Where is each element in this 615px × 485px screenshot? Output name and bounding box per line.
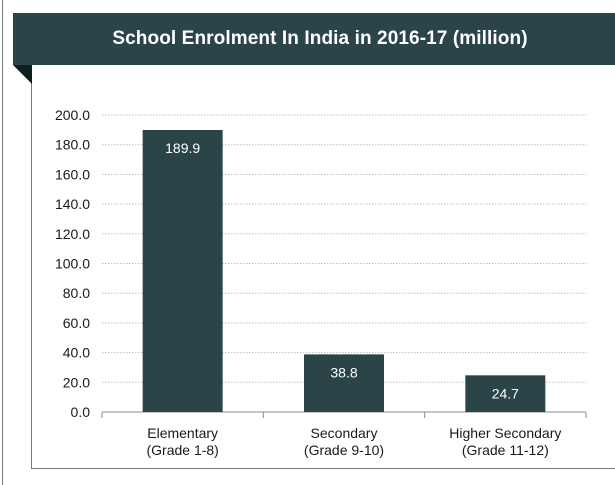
category-label: (Grade 9-10) (304, 442, 384, 458)
bar (142, 129, 223, 412)
y-tick-label: 0.0 (71, 404, 91, 420)
y-tick-label: 180.0 (55, 137, 90, 153)
title-banner: School Enrolment In India in 2016-17 (mi… (13, 13, 615, 65)
y-tick-label: 160.0 (55, 166, 90, 182)
gridlines (102, 114, 586, 383)
chart-title: School Enrolment In India in 2016-17 (mi… (112, 28, 528, 49)
y-tick-label: 120.0 (55, 226, 90, 242)
labels: 0.0 20.0 40.0 60.0 80.0 100.0 120.0 140.0 160.0 1… (55, 107, 561, 458)
category-label: Secondary (311, 425, 378, 441)
y-tick-label: 80.0 (63, 285, 90, 301)
category-label: Higher Secondary (449, 425, 561, 441)
y-tick-label: 60.0 (63, 315, 90, 331)
data-label: 24.7 (492, 385, 519, 401)
y-tick-label: 40.0 (63, 345, 90, 361)
y-tick-label: 200.0 (55, 107, 90, 123)
bar (465, 375, 546, 412)
data-label: 38.8 (330, 364, 357, 380)
bar (304, 354, 384, 412)
y-tick-label: 140.0 (55, 196, 90, 212)
category-label: (Grade 11-12) (462, 442, 549, 458)
inner-border-line (31, 66, 32, 469)
category-label: (Grade 1-8) (146, 442, 218, 458)
y-tick-label: 100.0 (55, 256, 90, 272)
axes (101, 411, 587, 418)
bottom-border-line (31, 468, 615, 469)
y-tick-label: 20.0 (63, 374, 90, 390)
banner-fold-shape (13, 65, 32, 84)
category-label: Elementary (147, 425, 218, 441)
left-border-line (2, 0, 3, 485)
data-label: 189.9 (165, 140, 200, 156)
bars (142, 129, 546, 412)
